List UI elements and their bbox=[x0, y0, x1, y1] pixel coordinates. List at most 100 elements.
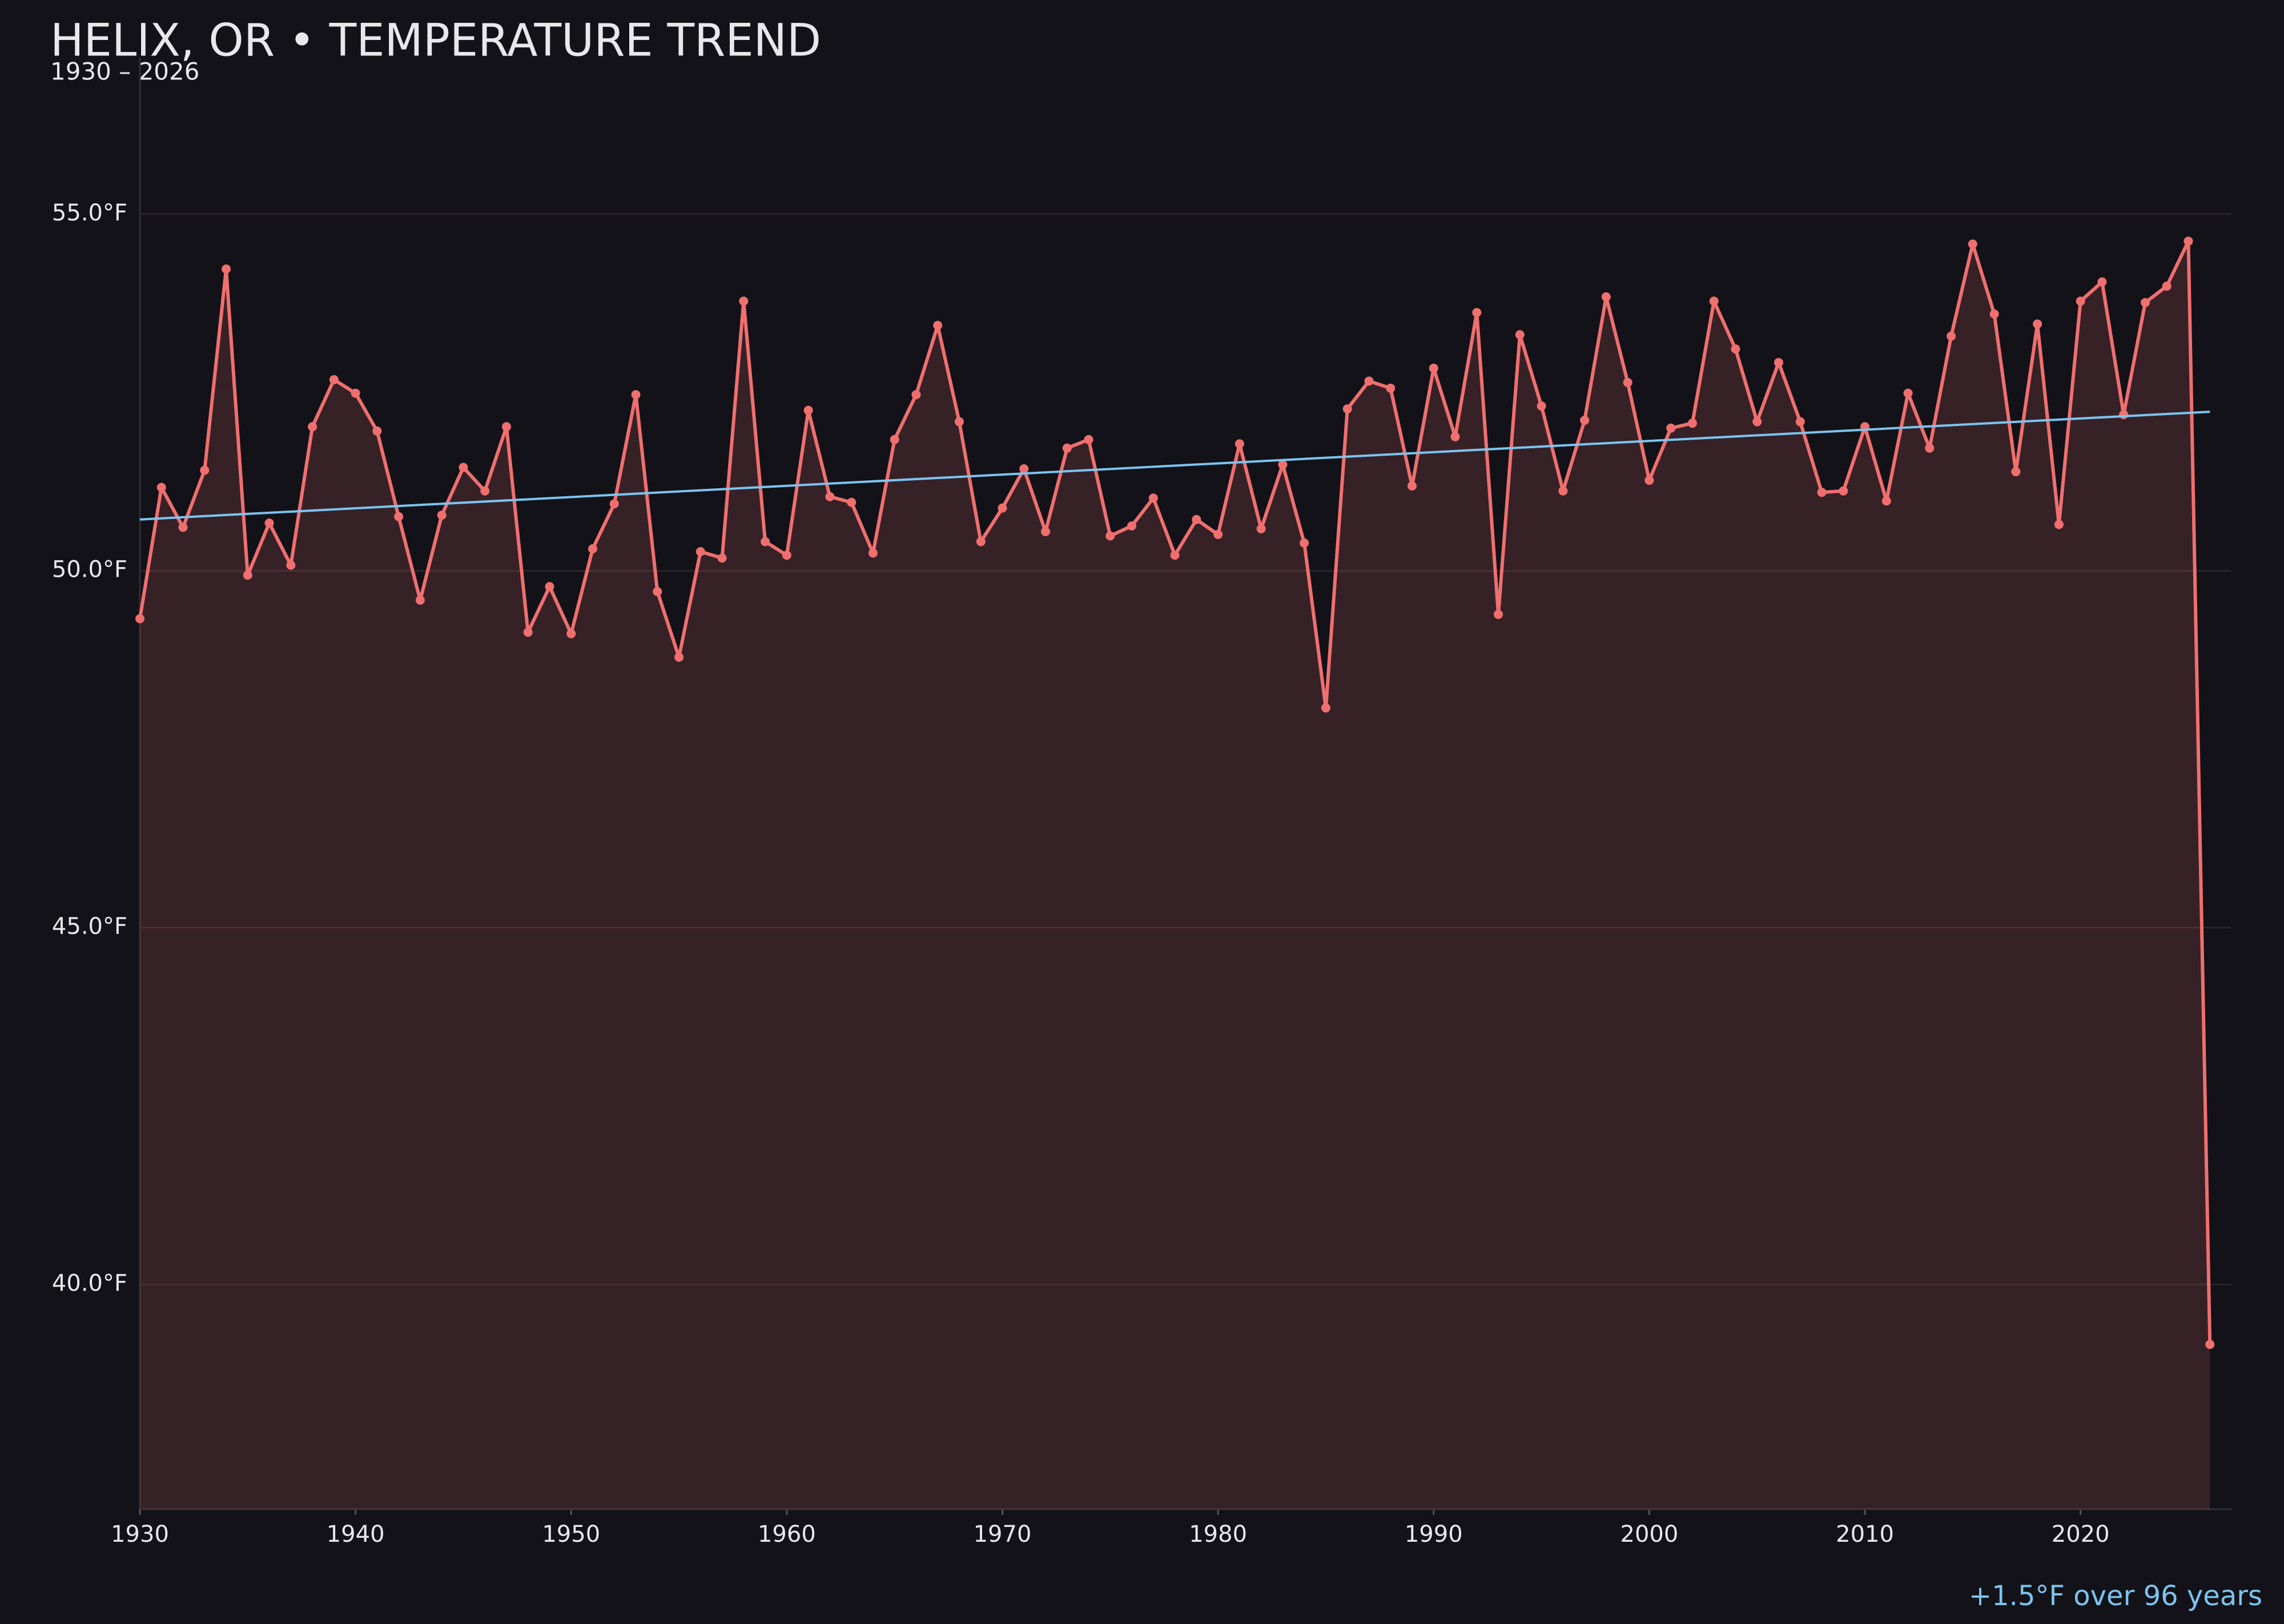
point bbox=[156, 483, 166, 492]
point bbox=[739, 296, 749, 306]
point bbox=[329, 375, 339, 384]
point bbox=[1321, 703, 1330, 713]
point bbox=[308, 422, 317, 432]
point bbox=[523, 628, 533, 637]
point bbox=[847, 497, 856, 507]
point bbox=[1256, 524, 1266, 534]
area bbox=[140, 241, 2210, 1510]
point bbox=[782, 550, 791, 560]
point bbox=[1881, 496, 1891, 506]
y-tick-label: 55.0°F bbox=[52, 200, 127, 226]
chart-title: HELIX, OR • TEMPERATURE TREND bbox=[50, 15, 821, 66]
point bbox=[1817, 488, 1827, 497]
point bbox=[1752, 417, 1762, 427]
point bbox=[911, 390, 921, 400]
point bbox=[890, 435, 899, 444]
point bbox=[264, 518, 274, 528]
x-tick-label: 2010 bbox=[1836, 1521, 1894, 1547]
point bbox=[1644, 476, 1654, 485]
point bbox=[1041, 527, 1051, 537]
point bbox=[1213, 530, 1223, 540]
point bbox=[372, 426, 382, 436]
point bbox=[1472, 308, 1482, 317]
point bbox=[1623, 377, 1632, 387]
x-tick-label: 1950 bbox=[542, 1521, 600, 1547]
point bbox=[1494, 609, 1503, 619]
point bbox=[1278, 460, 1288, 469]
point bbox=[1148, 493, 1158, 503]
x-tick-label: 1980 bbox=[1189, 1521, 1247, 1547]
point bbox=[2054, 520, 2064, 529]
point bbox=[609, 499, 619, 509]
point bbox=[998, 503, 1007, 513]
point bbox=[1127, 521, 1137, 531]
point bbox=[1192, 514, 1201, 524]
point bbox=[480, 486, 490, 496]
point bbox=[1774, 357, 1783, 367]
point bbox=[1386, 383, 1396, 393]
point bbox=[631, 390, 641, 400]
y-tick-label: 45.0°F bbox=[52, 914, 127, 940]
x-tick-label: 1940 bbox=[327, 1521, 385, 1547]
point bbox=[1408, 481, 1417, 491]
point bbox=[1515, 330, 1525, 340]
y-tick-label: 40.0°F bbox=[52, 1270, 127, 1296]
y-tick-label: 50.0°F bbox=[52, 557, 127, 583]
point bbox=[1429, 363, 1438, 373]
point bbox=[1947, 331, 1956, 341]
point bbox=[803, 405, 813, 415]
point bbox=[501, 422, 511, 432]
point bbox=[933, 320, 943, 330]
point bbox=[415, 595, 425, 605]
point bbox=[653, 586, 662, 596]
point bbox=[2011, 467, 2021, 477]
point bbox=[1235, 439, 1244, 449]
point bbox=[717, 553, 727, 563]
x-tick-label: 1960 bbox=[758, 1521, 816, 1547]
point bbox=[954, 417, 964, 427]
point bbox=[1580, 416, 1590, 425]
point bbox=[566, 629, 576, 638]
point bbox=[761, 537, 770, 546]
point bbox=[588, 544, 598, 553]
point bbox=[1537, 401, 1546, 411]
x-tick-label: 1930 bbox=[111, 1521, 169, 1547]
point bbox=[2184, 236, 2193, 246]
chart-subtitle: 1930 – 2026 bbox=[50, 58, 199, 86]
point bbox=[976, 537, 986, 546]
point bbox=[1687, 419, 1697, 428]
point bbox=[222, 264, 231, 274]
point bbox=[2119, 410, 2129, 420]
point bbox=[1903, 388, 1913, 398]
point bbox=[1795, 417, 1805, 427]
point bbox=[2140, 298, 2150, 307]
point bbox=[459, 463, 468, 472]
point bbox=[545, 582, 554, 592]
point bbox=[200, 465, 210, 475]
point bbox=[286, 560, 296, 570]
point bbox=[1019, 464, 1029, 474]
x-tick-label: 2020 bbox=[2052, 1521, 2110, 1547]
point bbox=[1364, 376, 1374, 386]
point bbox=[2097, 277, 2107, 287]
x-tick-label: 1970 bbox=[974, 1521, 1032, 1547]
point bbox=[2205, 1340, 2215, 1349]
point bbox=[1342, 404, 1352, 414]
point bbox=[1062, 443, 1072, 453]
point bbox=[1666, 423, 1676, 433]
point bbox=[394, 512, 404, 521]
point bbox=[1709, 296, 1719, 306]
point bbox=[437, 510, 447, 520]
point bbox=[1839, 486, 1848, 496]
point bbox=[868, 548, 878, 558]
point bbox=[135, 614, 144, 624]
x-tick-label: 2000 bbox=[1620, 1521, 1679, 1547]
point bbox=[1558, 486, 1568, 496]
point bbox=[1105, 531, 1115, 541]
point bbox=[1601, 292, 1611, 302]
point bbox=[1731, 344, 1740, 354]
point bbox=[1170, 550, 1180, 560]
point bbox=[2033, 319, 2042, 329]
